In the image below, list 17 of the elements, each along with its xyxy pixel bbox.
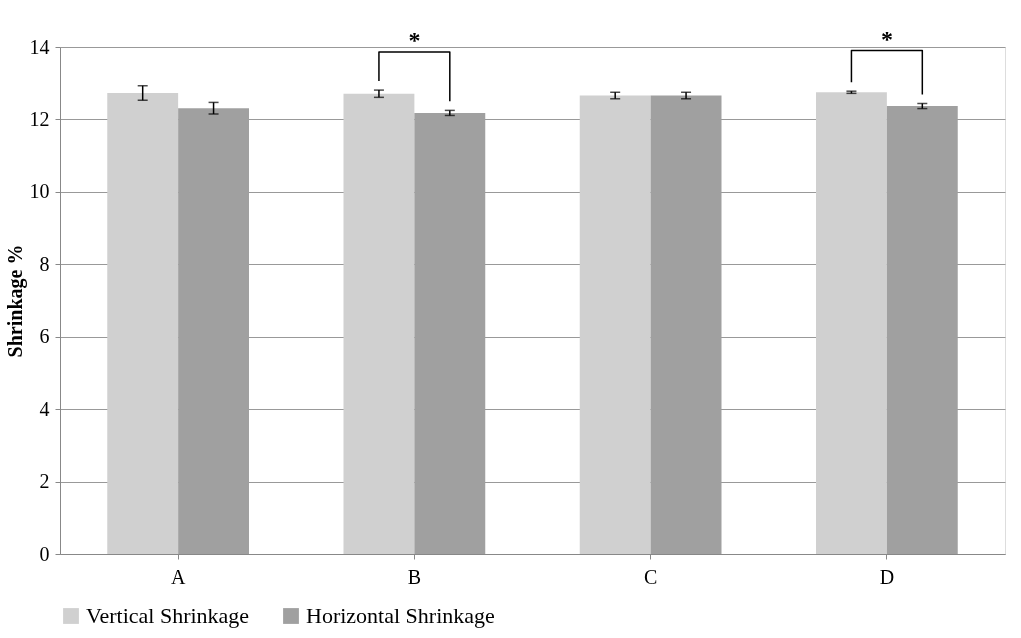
y-tick-label: 8 [39,252,50,275]
legend-label: Horizontal Shrinkage [306,603,495,628]
x-tick-label: C [643,565,658,588]
y-tick-label: 4 [39,397,50,420]
legend-label: Vertical Shrinkage [86,603,250,628]
y-tick-label: 10 [29,180,50,203]
y-tick-label: 6 [39,325,50,348]
x-tick-label: A [170,565,186,588]
annotation: * [408,27,421,54]
y-tick-label: 14 [29,35,50,58]
y-axis-title: Shrinkage % [3,244,27,358]
x-tick-label: D [879,565,895,588]
x-tick-label: B [407,565,422,588]
y-tick-label: 0 [39,542,50,565]
y-tick-label: 2 [39,470,50,493]
y-tick-label: 12 [29,107,50,130]
annotation: * [880,25,893,52]
